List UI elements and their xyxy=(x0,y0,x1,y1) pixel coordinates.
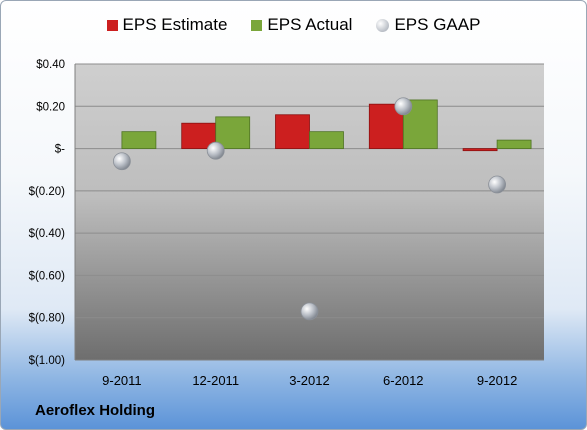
x-tick-label: 3-2012 xyxy=(289,373,329,388)
point-eps-gaap xyxy=(488,175,507,194)
bar-eps-actual xyxy=(496,139,532,149)
bar-eps-actual xyxy=(121,131,157,149)
legend-item-gaap: EPS GAAP xyxy=(376,15,480,35)
point-eps-gaap xyxy=(206,141,225,160)
y-tick-label: $(0.40) xyxy=(29,228,66,240)
y-tick-label: $(0.20) xyxy=(29,186,66,198)
x-tick-label: 12-2011 xyxy=(192,373,239,388)
point-eps-gaap xyxy=(300,302,319,321)
legend-label-estimate: EPS Estimate xyxy=(122,15,228,34)
y-tick-label: $0.20 xyxy=(36,101,65,113)
legend-swatch-actual xyxy=(251,19,263,31)
y-tick-label: $(0.60) xyxy=(29,270,66,282)
legend-swatch-gaap xyxy=(376,18,390,32)
legend-swatch-estimate xyxy=(106,19,118,31)
x-tick-label: 9-2012 xyxy=(477,373,517,388)
bar-eps-estimate xyxy=(275,114,310,149)
y-tick-label: $- xyxy=(55,144,65,156)
bar-eps-estimate xyxy=(462,148,498,152)
y-tick-label: $0.40 xyxy=(36,59,65,71)
legend: EPS Estimate EPS Actual EPS GAAP xyxy=(1,15,586,35)
legend-item-actual: EPS Actual xyxy=(251,15,352,35)
legend-item-estimate: EPS Estimate xyxy=(106,15,228,35)
y-tick-label: $(1.00) xyxy=(29,355,66,367)
point-eps-gaap xyxy=(113,152,131,171)
point-eps-gaap xyxy=(394,97,413,116)
legend-label-actual: EPS Actual xyxy=(267,15,353,34)
y-tick-label: $(0.80) xyxy=(29,313,66,325)
legend-label-gaap: EPS GAAP xyxy=(394,15,481,34)
x-tick-label: 9-2011 xyxy=(102,373,142,388)
company-name: Aeroflex Holding xyxy=(35,402,156,419)
bar-eps-actual xyxy=(215,116,251,149)
x-tick-label: 6-2012 xyxy=(383,373,423,388)
bar-eps-actual xyxy=(309,131,344,149)
